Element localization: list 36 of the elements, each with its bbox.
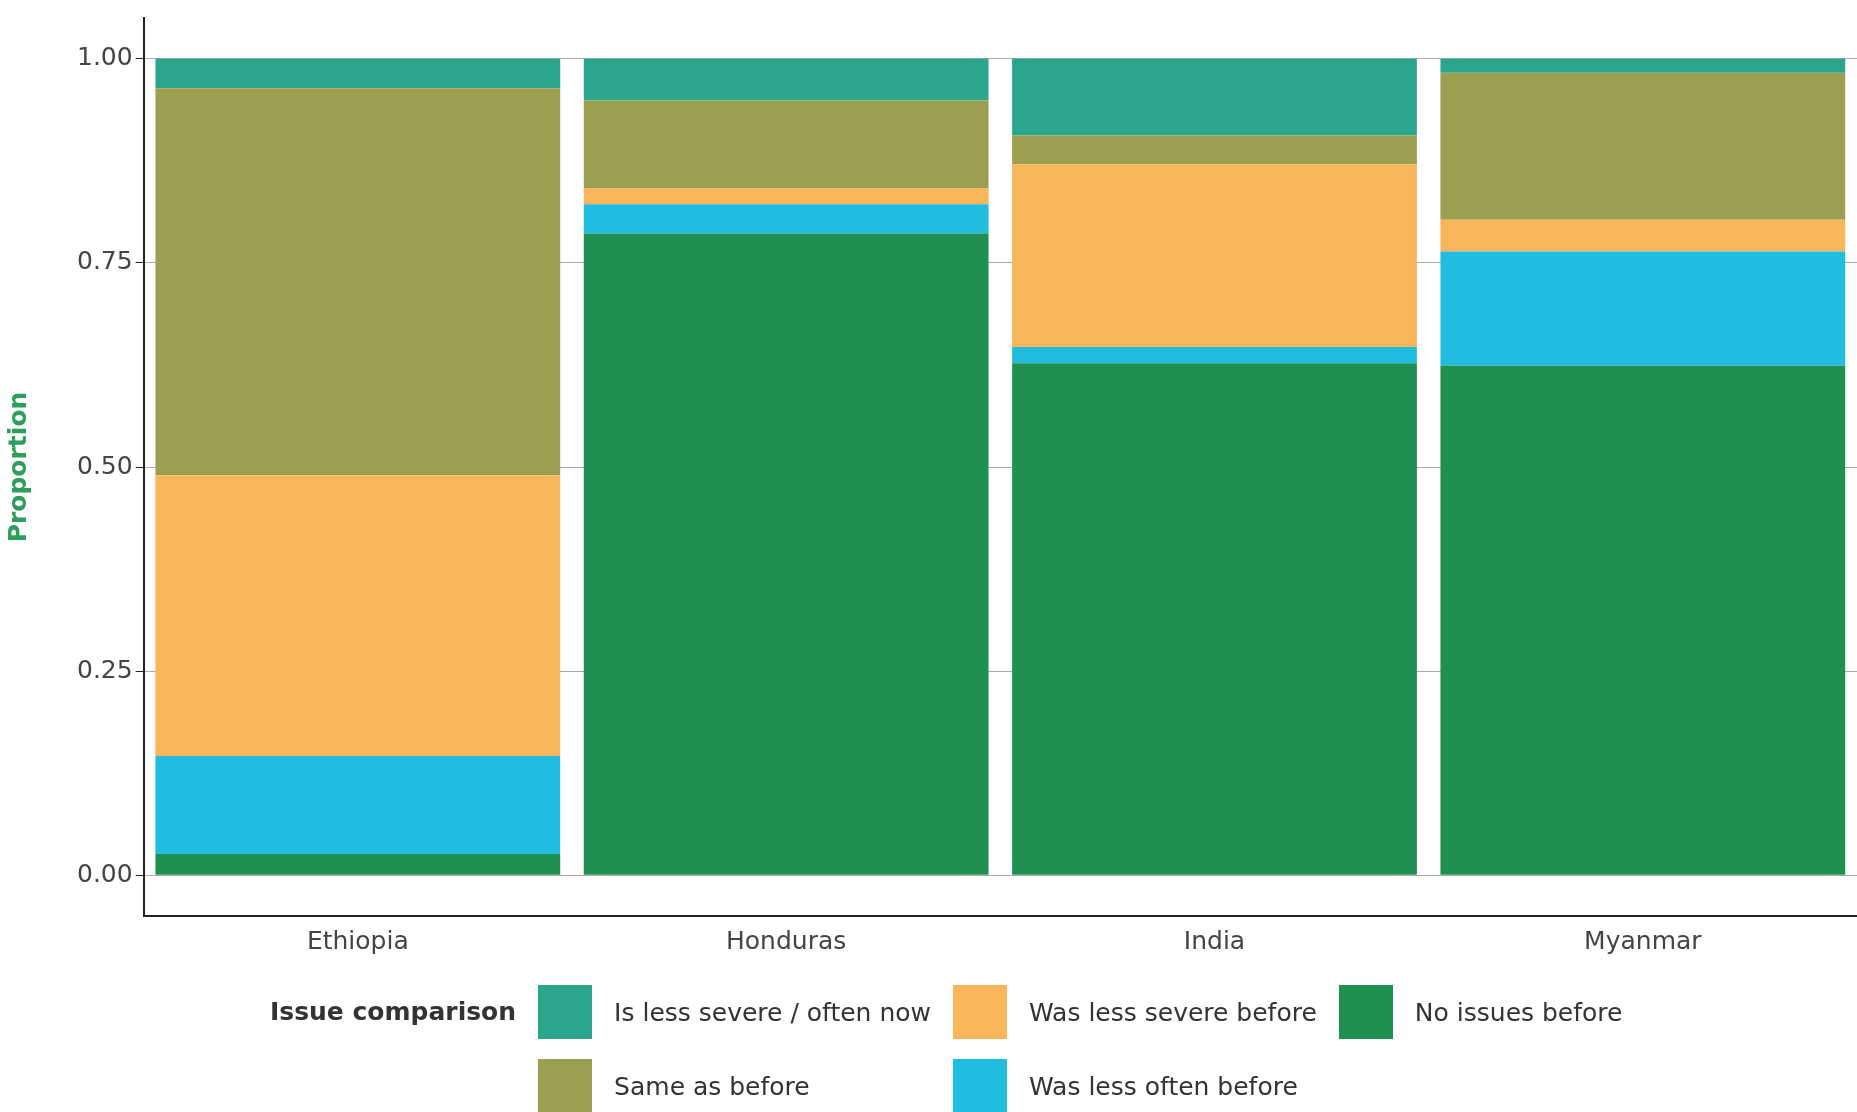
legend-label: Same as before — [614, 1071, 810, 1101]
bar — [155, 88, 561, 476]
legend-label: Was less often before — [1029, 1071, 1298, 1101]
bar — [583, 204, 989, 234]
y-axis-title: Proportion — [2, 391, 32, 543]
bar — [1440, 219, 1846, 252]
bar — [583, 188, 989, 205]
bar — [1012, 164, 1417, 347]
y-tick-label: 0.75 — [76, 246, 133, 276]
legend-label: No issues before — [1414, 997, 1623, 1027]
bar — [1012, 363, 1417, 875]
x-tick-label: Myanmar — [1584, 925, 1703, 955]
bar — [1440, 365, 1846, 875]
bar — [155, 853, 561, 875]
bar — [583, 58, 989, 101]
bar — [583, 100, 989, 189]
bar — [1440, 251, 1846, 366]
bar — [583, 233, 989, 875]
y-tick-label: 1.00 — [76, 42, 133, 72]
y-tick-label: 0.50 — [76, 450, 133, 480]
bar — [1012, 58, 1417, 136]
legend-title: Issue comparison — [270, 997, 517, 1026]
y-tick-label: 0.00 — [76, 858, 133, 888]
bar — [1440, 72, 1846, 220]
x-tick-label: Honduras — [726, 925, 847, 955]
x-tick-label: Ethiopia — [306, 925, 409, 955]
legend-label: Was less severe before — [1029, 997, 1317, 1027]
bar — [1012, 135, 1417, 165]
bar — [155, 58, 561, 89]
bar — [1440, 58, 1846, 73]
x-tick-label: India — [1183, 925, 1246, 955]
legend-label: Is less severe / often now — [614, 997, 931, 1027]
bar — [1012, 347, 1417, 364]
bar — [155, 475, 561, 756]
bar — [155, 755, 561, 854]
y-tick-label: 0.25 — [76, 654, 133, 684]
